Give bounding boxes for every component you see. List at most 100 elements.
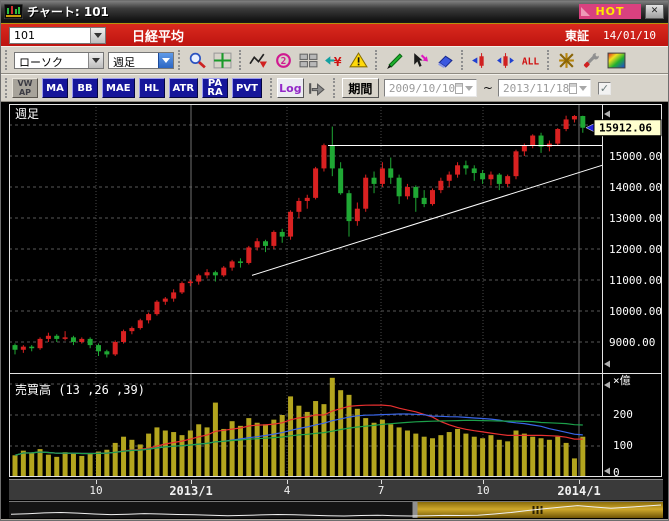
toolbar-grip[interactable] — [5, 78, 8, 98]
log-scale-button[interactable]: Log — [276, 78, 304, 98]
volume-bar — [104, 449, 110, 477]
scroll-arrow-icon — [604, 467, 610, 475]
period-checkbox[interactable]: ✓ — [597, 81, 611, 95]
period-button[interactable]: 期間 — [341, 78, 379, 98]
symbol-banner: 101 日経平均 東証 14/01/10 — [1, 24, 668, 46]
title-divider — [1, 22, 668, 24]
indicator-button-vwap[interactable]: VW AP — [12, 78, 38, 98]
settings-wrench-icon[interactable] — [579, 49, 604, 71]
price-tick-label: 10000.00 — [609, 305, 662, 318]
eraser-icon[interactable] — [432, 49, 457, 71]
toolbar-grip[interactable] — [461, 50, 464, 70]
period-from-value[interactable]: 2009/10/10 — [388, 81, 456, 95]
volume-bar — [480, 438, 486, 477]
volume-bar — [580, 436, 586, 477]
period-to-field[interactable]: 2013/11/18 — [497, 79, 591, 97]
indicator-button-bb[interactable]: BB — [72, 78, 98, 98]
candle-body — [446, 174, 452, 181]
volume-bar — [304, 411, 310, 477]
volume-bar — [354, 408, 360, 477]
candle-body — [338, 168, 344, 194]
price-chart[interactable]: 16000.0015000.0014000.0013000.0012000.00… — [9, 104, 663, 478]
chart-pointer-icon[interactable] — [246, 49, 271, 71]
timeframe-combobox[interactable]: 週足 — [108, 51, 174, 69]
candle-body — [379, 168, 385, 184]
draw-pencil-icon[interactable] — [382, 49, 407, 71]
volume-bar — [438, 435, 444, 477]
chevron-down-icon[interactable] — [464, 85, 473, 91]
indicator-button-pvt[interactable]: PVT — [232, 78, 262, 98]
candle-body — [571, 116, 577, 120]
volume-tick-label: 0 — [613, 466, 620, 478]
symbol-code-combobox[interactable]: 101 — [9, 26, 106, 44]
show-all-icon[interactable]: ALL — [518, 49, 543, 71]
candle-body — [538, 135, 544, 147]
toolbar-grip[interactable] — [547, 50, 550, 70]
volume-bar — [396, 427, 402, 477]
time-axis: 10 2013/1 4 7 10 2014/1 — [9, 479, 663, 500]
expand-bars-icon[interactable] — [493, 49, 518, 71]
candle-body — [480, 173, 486, 180]
candle-body — [346, 193, 352, 222]
toolbar-grip[interactable] — [375, 50, 378, 70]
toolbar-grip[interactable] — [5, 50, 8, 70]
indicator-button-para[interactable]: PA RA — [202, 78, 229, 98]
svg-text:2: 2 — [281, 56, 287, 67]
volume-pane-border — [9, 373, 662, 477]
volume-tick-label: ×億 — [613, 374, 631, 387]
close-button[interactable]: ✕ — [645, 4, 664, 19]
volume-bar — [204, 427, 210, 477]
candle-body — [279, 231, 285, 237]
shrink-bars-icon[interactable] — [468, 49, 493, 71]
toolbar-grip[interactable] — [332, 78, 336, 98]
indicator-button-atr[interactable]: ATR — [168, 78, 199, 98]
zoom-icon[interactable] — [185, 49, 210, 71]
candle-body — [321, 145, 327, 169]
volume-bars — [12, 377, 586, 477]
timeframe-dropdown-button[interactable] — [158, 52, 173, 68]
multi-window-icon[interactable] — [296, 49, 321, 71]
volume-pane-label: 売買高 (13 ,26 ,39) — [15, 382, 145, 397]
candle-body — [62, 337, 68, 339]
indicator-button-hl[interactable]: HL — [138, 78, 165, 98]
net-icon[interactable] — [554, 49, 579, 71]
toolbar-grip[interactable] — [178, 50, 181, 70]
symbol-code-dropdown-button[interactable] — [90, 27, 105, 43]
volume-bar — [221, 428, 227, 477]
indicator-button-ma[interactable]: MA — [42, 78, 68, 98]
crosshair-grid-icon[interactable] — [210, 49, 235, 71]
volume-bar — [463, 433, 469, 477]
yen-convert-icon[interactable]: ¥ — [321, 49, 346, 71]
time-tick — [579, 480, 580, 484]
indicator-button-mae[interactable]: MAE — [102, 78, 135, 98]
toolbar-grip[interactable] — [269, 78, 273, 98]
select-cursor-icon[interactable] — [407, 49, 432, 71]
toolbar-grip[interactable] — [239, 50, 242, 70]
period-to-value[interactable]: 2013/11/18 — [502, 81, 570, 95]
symbol-code-value[interactable]: 101 — [14, 28, 35, 42]
chart-type-combobox[interactable]: ローソク — [14, 51, 104, 69]
volume-bar — [496, 439, 502, 477]
volume-bar — [12, 455, 18, 477]
navigator-thumb-handle — [412, 502, 418, 518]
price-tick-label: 15000.00 — [609, 150, 662, 163]
candle-body — [263, 241, 268, 246]
range-navigator[interactable] — [9, 501, 663, 518]
compare-icon[interactable]: 2 — [271, 49, 296, 71]
volume-bar — [413, 433, 419, 477]
color-palette-icon[interactable] — [604, 49, 629, 71]
alert-icon[interactable] — [346, 49, 371, 71]
chart-type-value[interactable]: ローソク — [19, 55, 63, 68]
volume-bar — [404, 430, 410, 477]
chevron-down-icon[interactable] — [578, 85, 587, 91]
volume-bar — [421, 436, 427, 477]
chart-type-dropdown-button[interactable] — [88, 52, 103, 68]
hot-badge[interactable]: HOT — [579, 4, 641, 19]
timeframe-value[interactable]: 週足 — [113, 55, 135, 68]
volume-bar — [171, 432, 177, 477]
jump-to-date-icon[interactable] — [304, 77, 329, 99]
volume-bar — [246, 418, 252, 477]
volume-bar — [154, 427, 160, 477]
period-from-field[interactable]: 2009/10/10 — [383, 79, 477, 97]
